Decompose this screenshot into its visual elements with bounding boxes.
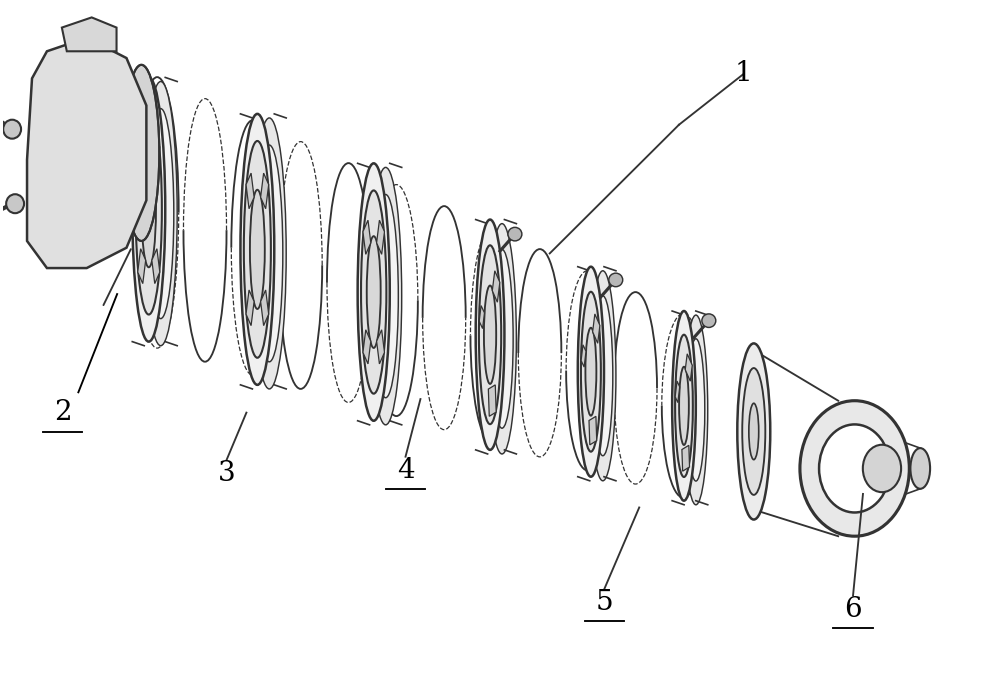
Ellipse shape bbox=[252, 118, 286, 389]
Ellipse shape bbox=[590, 270, 616, 481]
Polygon shape bbox=[363, 330, 371, 364]
Ellipse shape bbox=[863, 445, 901, 492]
Ellipse shape bbox=[910, 448, 930, 489]
Text: 1: 1 bbox=[735, 60, 753, 87]
Ellipse shape bbox=[250, 190, 265, 309]
Ellipse shape bbox=[479, 245, 501, 424]
Polygon shape bbox=[675, 381, 680, 402]
Polygon shape bbox=[492, 270, 500, 302]
Polygon shape bbox=[363, 220, 371, 254]
Ellipse shape bbox=[132, 77, 165, 342]
Ellipse shape bbox=[142, 152, 156, 267]
Text: 6: 6 bbox=[844, 596, 862, 623]
Ellipse shape bbox=[672, 311, 696, 501]
Polygon shape bbox=[246, 290, 254, 326]
Ellipse shape bbox=[373, 195, 398, 398]
Ellipse shape bbox=[358, 163, 390, 421]
Polygon shape bbox=[488, 385, 496, 417]
Polygon shape bbox=[581, 345, 586, 367]
Polygon shape bbox=[152, 135, 160, 170]
Polygon shape bbox=[138, 135, 146, 170]
Ellipse shape bbox=[687, 339, 705, 481]
Ellipse shape bbox=[593, 296, 613, 456]
Polygon shape bbox=[138, 249, 146, 283]
Polygon shape bbox=[377, 330, 384, 364]
Ellipse shape bbox=[6, 194, 24, 213]
Ellipse shape bbox=[585, 328, 596, 416]
Ellipse shape bbox=[148, 109, 174, 318]
Polygon shape bbox=[377, 220, 384, 254]
Ellipse shape bbox=[675, 335, 693, 477]
Text: 3: 3 bbox=[218, 460, 235, 487]
Ellipse shape bbox=[3, 120, 21, 139]
Ellipse shape bbox=[702, 314, 716, 327]
Polygon shape bbox=[152, 249, 160, 283]
Polygon shape bbox=[685, 354, 692, 381]
Ellipse shape bbox=[370, 167, 402, 425]
Ellipse shape bbox=[684, 315, 708, 505]
Ellipse shape bbox=[578, 266, 604, 477]
Ellipse shape bbox=[240, 114, 274, 385]
Text: 5: 5 bbox=[596, 589, 613, 616]
Ellipse shape bbox=[609, 273, 623, 287]
Polygon shape bbox=[261, 173, 269, 209]
Ellipse shape bbox=[749, 403, 759, 460]
Ellipse shape bbox=[124, 65, 159, 241]
Ellipse shape bbox=[800, 401, 909, 536]
Ellipse shape bbox=[508, 227, 522, 241]
Ellipse shape bbox=[491, 249, 513, 428]
Ellipse shape bbox=[367, 236, 381, 348]
Ellipse shape bbox=[244, 141, 271, 358]
Ellipse shape bbox=[819, 424, 890, 512]
Ellipse shape bbox=[742, 368, 765, 495]
Text: 4: 4 bbox=[397, 457, 414, 484]
Polygon shape bbox=[62, 17, 117, 51]
Ellipse shape bbox=[484, 285, 496, 384]
Polygon shape bbox=[246, 173, 254, 209]
Ellipse shape bbox=[581, 292, 601, 451]
Polygon shape bbox=[682, 445, 690, 471]
Ellipse shape bbox=[476, 219, 504, 450]
Ellipse shape bbox=[256, 145, 283, 362]
Text: 2: 2 bbox=[54, 399, 71, 426]
Ellipse shape bbox=[136, 104, 162, 315]
Polygon shape bbox=[261, 290, 269, 326]
Ellipse shape bbox=[488, 223, 516, 454]
Polygon shape bbox=[27, 38, 146, 268]
Ellipse shape bbox=[737, 344, 770, 520]
Ellipse shape bbox=[361, 191, 386, 393]
Ellipse shape bbox=[679, 367, 689, 445]
Polygon shape bbox=[589, 417, 597, 445]
Polygon shape bbox=[479, 305, 484, 329]
Polygon shape bbox=[593, 314, 600, 344]
Ellipse shape bbox=[144, 81, 177, 346]
